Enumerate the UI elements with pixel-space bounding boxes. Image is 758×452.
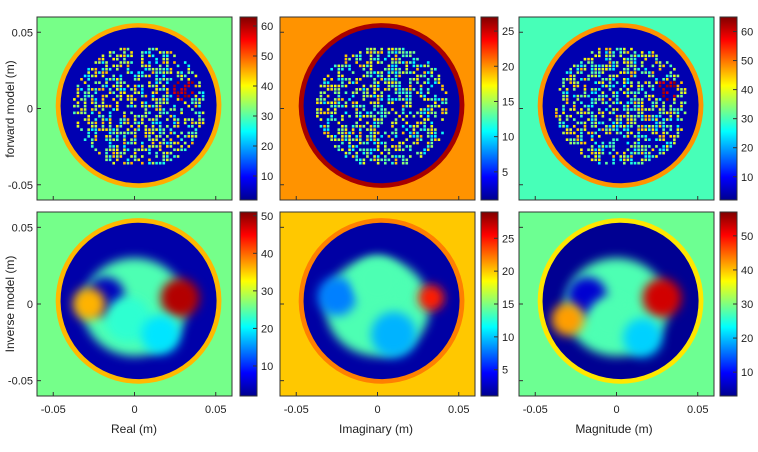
colorbar-tick-label: 40 xyxy=(261,81,273,93)
colorbar-gradient xyxy=(239,211,258,397)
colorbar-tick-label: 40 xyxy=(741,265,753,277)
colorbar-tick-label: 10 xyxy=(741,367,753,379)
heatmap-image xyxy=(37,212,232,396)
speckle-texture xyxy=(73,47,205,165)
panels: 0.050-0.05102030405060510152025102030405… xyxy=(8,16,753,416)
y-tick-label: -0.05 xyxy=(8,180,33,192)
heatmap-image xyxy=(519,17,714,200)
colorbar-tick-label: 10 xyxy=(502,332,514,344)
heatmap-image xyxy=(280,212,475,396)
y-tick-label: 0 xyxy=(27,104,33,116)
colorbar-tick-label: 20 xyxy=(261,141,273,153)
smooth-field xyxy=(72,258,200,357)
colorbar-tick-label: 30 xyxy=(741,299,753,311)
heatmap-image xyxy=(280,17,475,200)
x-tick-label: 0 xyxy=(374,404,380,416)
colorbar-tick-label: 20 xyxy=(502,266,514,278)
colorbar: 5 10 15 20 25 xyxy=(480,16,514,201)
colorbar-gradient xyxy=(719,16,738,201)
colorbar-tick-label: 50 xyxy=(261,211,273,223)
smooth-field xyxy=(317,256,445,358)
colorbar-tick-label: 15 xyxy=(502,299,514,311)
colorbar-tick-label: 30 xyxy=(261,111,273,123)
x-tick-label: 0.05 xyxy=(448,404,469,416)
panel-inverse-real: 0.05 0 -0.05 -0.05 0 0.05 10 20 30 40 50 xyxy=(8,211,273,416)
colorbar: 5 10 15 20 25 xyxy=(480,211,514,397)
colorbar-tick-label: 10 xyxy=(261,361,273,373)
colorbar-gradient xyxy=(480,16,499,201)
x-tick-label: 0 xyxy=(131,404,137,416)
y-tick-label: -0.05 xyxy=(8,376,33,388)
colorbar-tick-label: 20 xyxy=(261,323,273,335)
panel-inverse-magnitude: -0.05 0 0.05 10 20 30 40 50 xyxy=(518,211,753,416)
colorbar-tick-label: 15 xyxy=(502,96,514,108)
column-label-real: Real (m) xyxy=(111,422,157,436)
colorbar-tick-label: 50 xyxy=(741,56,753,68)
row-label-inverse: Inverse model (m) xyxy=(3,256,17,353)
colorbar: 10 20 30 40 50 60 xyxy=(719,16,753,201)
speckle-texture xyxy=(555,47,687,165)
colorbar-tick-label: 5 xyxy=(502,167,508,179)
smooth-field xyxy=(551,258,682,358)
y-tick-label: 0.05 xyxy=(12,27,33,39)
x-tick-label: -0.05 xyxy=(284,404,309,416)
colorbar-tick-label: 5 xyxy=(502,365,508,377)
column-label-imaginary: Imaginary (m) xyxy=(339,422,413,436)
colorbar-tick-label: 25 xyxy=(502,233,514,245)
x-tick-label: -0.05 xyxy=(41,404,66,416)
colorbar-tick-label: 10 xyxy=(261,171,273,183)
row-labels: forward model (m) Inverse model (m) xyxy=(3,60,17,352)
colorbar-tick-label: 10 xyxy=(502,132,514,144)
colorbar: 10 20 30 40 50 60 xyxy=(239,16,273,201)
panel-forward-real: 0.05 0 -0.05 10 20 30 40 50 60 xyxy=(8,16,273,201)
colorbar: 10 20 30 40 50 xyxy=(239,211,273,397)
panel-inverse-imaginary: -0.05 0 0.05 5 10 15 20 25 xyxy=(279,211,514,416)
colorbar-tick-label: 25 xyxy=(502,26,514,38)
colorbar-gradient xyxy=(239,16,258,201)
heatmap-image xyxy=(519,212,714,396)
colorbar-tick-label: 30 xyxy=(261,286,273,298)
x-tick-label: -0.05 xyxy=(523,404,548,416)
y-tick-label: 0 xyxy=(27,299,33,311)
panel-forward-magnitude: 10 20 30 40 50 60 xyxy=(518,16,753,201)
x-tick-label: 0.05 xyxy=(205,404,226,416)
speckle-texture xyxy=(316,47,448,165)
column-labels: Real (m) Imaginary (m) Magnitude (m) xyxy=(111,422,653,436)
colorbar-tick-label: 20 xyxy=(502,61,514,73)
colorbar-tick-label: 60 xyxy=(261,21,273,33)
column-label-magnitude: Magnitude (m) xyxy=(575,422,652,436)
colorbar-tick-label: 40 xyxy=(741,85,753,97)
colorbar-tick-label: 40 xyxy=(261,248,273,260)
x-tick-label: 0.05 xyxy=(687,404,708,416)
colorbar-tick-label: 50 xyxy=(261,51,273,63)
colorbar-tick-label: 60 xyxy=(741,27,753,39)
colorbar-tick-label: 50 xyxy=(741,231,753,243)
colorbar-tick-label: 30 xyxy=(741,114,753,126)
x-tick-label: 0 xyxy=(613,404,619,416)
colorbar-tick-label: 20 xyxy=(741,143,753,155)
y-tick-label: 0.05 xyxy=(12,222,33,234)
heatmap-image xyxy=(37,17,232,200)
row-label-forward: forward model (m) xyxy=(3,60,17,157)
colorbar-tick-label: 10 xyxy=(741,172,753,184)
colorbar-tick-label: 20 xyxy=(741,333,753,345)
colorbar: 10 20 30 40 50 xyxy=(719,211,753,397)
panel-forward-imaginary: 5 10 15 20 25 xyxy=(279,16,514,201)
